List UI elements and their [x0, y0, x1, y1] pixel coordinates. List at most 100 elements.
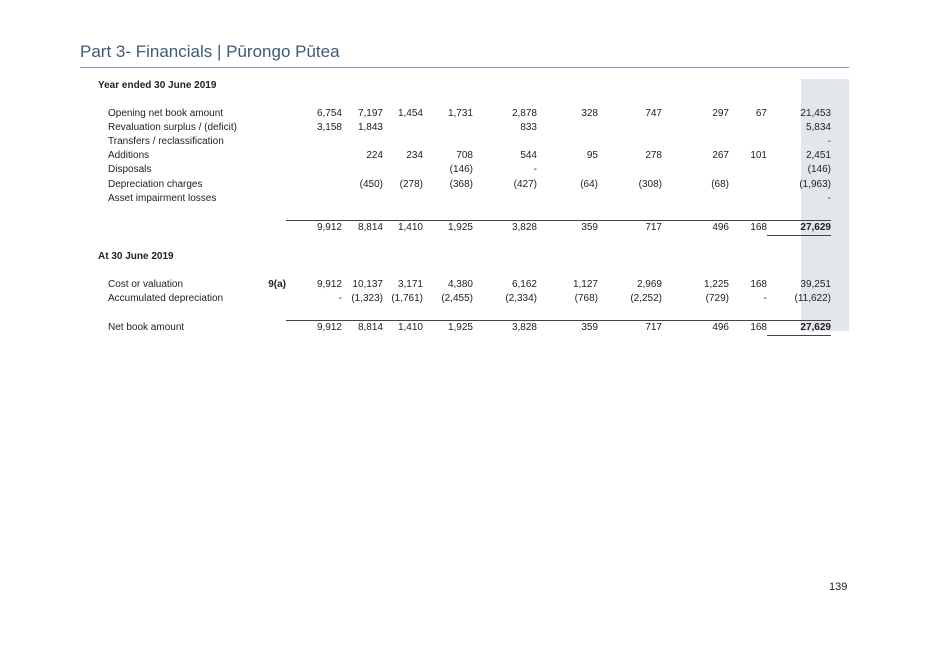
value-cell: 234: [406, 150, 423, 162]
value-cell: [537, 135, 598, 149]
row-label: Additions: [108, 150, 150, 162]
value-cell: 747: [645, 108, 662, 120]
value-cell: [286, 149, 342, 163]
value-cell: 267: [712, 150, 729, 162]
value-cell: [662, 192, 729, 206]
value-cell: 717: [598, 219, 662, 236]
value-cell: (68): [711, 178, 729, 190]
value-cell: [729, 135, 767, 149]
value-cell: -: [338, 293, 342, 305]
value-cell: [598, 135, 662, 149]
row-label: Transfers / reclassification: [108, 136, 224, 148]
spacer-row: [96, 306, 831, 321]
value-cell: (278): [399, 178, 423, 190]
table-row: Cost or valuation 9(a) 9,912 10,137 3,171 4,3…: [96, 278, 831, 292]
value-cell: 3,158: [316, 122, 342, 134]
total-cell: (146): [807, 164, 831, 176]
note-reference: [256, 121, 286, 135]
subtotal-row: 9,912 8,814 1,410 1,925 3,828 359 717 496 168 27,…: [96, 219, 831, 236]
value-cell: 1,225: [703, 278, 729, 290]
spacer-row: [96, 235, 831, 250]
value-cell: 10,137: [352, 278, 383, 290]
value-cell: 3,828: [473, 320, 537, 336]
value-cell: 544: [520, 150, 537, 162]
total-cell: 27,629: [767, 219, 831, 236]
section-heading-row: Year ended 30 June 2019: [96, 79, 831, 93]
table-row: Opening net book amount 6,754 7,197 1,454 1,…: [96, 107, 831, 121]
note-reference: [256, 149, 286, 163]
value-cell: 4,380: [447, 278, 473, 290]
value-cell: (64): [580, 178, 598, 190]
row-label: Revaluation surplus / (deficit): [108, 122, 237, 134]
value-cell: 6,162: [511, 278, 537, 290]
value-cell: [383, 163, 423, 177]
value-cell: 168: [729, 320, 767, 336]
spacer-row: [96, 264, 831, 278]
spacer-row: [96, 93, 831, 107]
value-cell: 3,828: [473, 219, 537, 236]
value-cell: (450): [359, 178, 383, 190]
total-cell: 27,629: [767, 320, 831, 337]
value-cell: 1,731: [447, 108, 473, 120]
value-cell: 359: [537, 320, 598, 336]
value-cell: 496: [662, 219, 729, 236]
value-cell: 168: [729, 219, 767, 236]
value-cell: 9,912: [316, 278, 342, 290]
table-row: Depreciation charges (450) (278) (368) (427)…: [96, 178, 831, 192]
page-number: 139: [829, 581, 848, 593]
row-label: Cost or valuation: [108, 278, 184, 290]
note-reference: [256, 220, 286, 235]
value-cell: [662, 135, 729, 149]
total-cell: -: [827, 192, 831, 204]
value-cell: 833: [520, 122, 537, 134]
value-cell: [729, 192, 767, 206]
total-cell: 2,451: [805, 150, 831, 162]
value-cell: [473, 135, 537, 149]
value-cell: [662, 163, 729, 177]
value-cell: 1,410: [383, 320, 423, 336]
value-cell: [342, 192, 383, 206]
value-cell: 496: [662, 320, 729, 336]
net-book-amount-row: Net book amount 9,912 8,814 1,410 1,925 3,828…: [96, 320, 831, 337]
value-cell: [729, 121, 767, 135]
value-cell: [342, 135, 383, 149]
value-cell: [383, 135, 423, 149]
table-row: Accumulated depreciation - (1,323) (1,761)(…: [96, 292, 831, 306]
value-cell: 101: [750, 150, 767, 162]
value-cell: 2,969: [636, 278, 662, 290]
page-title: Part 3- Financials | Pūrongo Pūtea: [80, 42, 340, 61]
value-cell: [598, 192, 662, 206]
value-cell: [286, 135, 342, 149]
value-cell: [729, 178, 767, 192]
value-cell: -: [763, 293, 767, 305]
value-cell: (729): [705, 293, 729, 305]
value-cell: [729, 163, 767, 177]
value-cell: [423, 135, 473, 149]
value-cell: (2,334): [505, 293, 537, 305]
value-cell: 168: [750, 278, 767, 290]
row-label: Accumulated depreciation: [108, 293, 224, 305]
value-cell: 8,814: [342, 320, 383, 336]
value-cell: (2,455): [441, 293, 473, 305]
value-cell: 1,925: [423, 320, 473, 336]
value-cell: (146): [449, 164, 473, 176]
row-label: Asset impairment losses: [108, 192, 217, 204]
row-label: Opening net book amount: [108, 108, 224, 120]
value-cell: 67: [755, 108, 767, 120]
value-cell: [537, 121, 598, 135]
total-column-highlight: [801, 79, 849, 331]
value-cell: [286, 163, 342, 177]
total-cell: 39,251: [800, 278, 831, 290]
value-cell: 278: [645, 150, 662, 162]
note-reference: 9(a): [268, 278, 286, 290]
header-divider: [80, 67, 849, 68]
value-cell: [537, 163, 598, 177]
value-cell: 717: [598, 320, 662, 336]
section-heading: At 30 June 2019: [98, 250, 174, 262]
value-cell: [342, 163, 383, 177]
value-cell: [383, 121, 423, 135]
section-heading-row: At 30 June 2019: [96, 250, 831, 264]
value-cell: [423, 192, 473, 206]
value-cell: [662, 121, 729, 135]
financial-table: Year ended 30 June 2019 Opening net book…: [96, 79, 831, 337]
